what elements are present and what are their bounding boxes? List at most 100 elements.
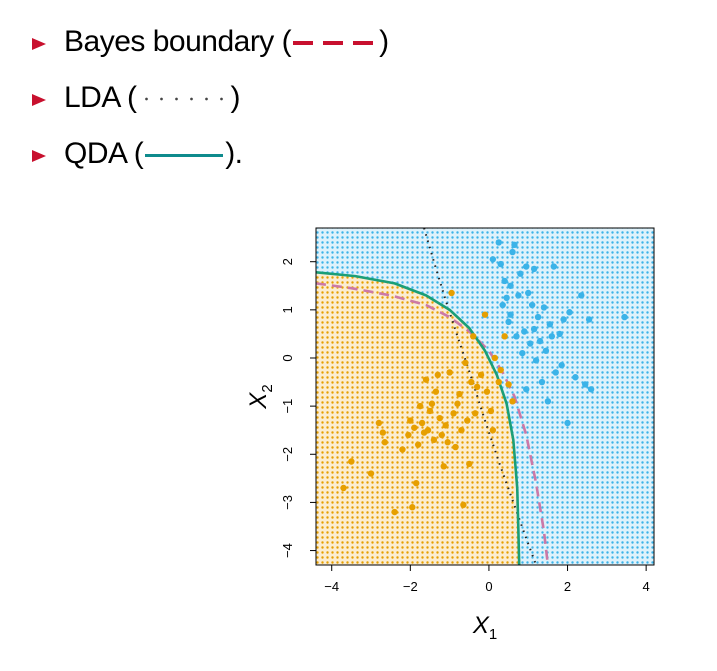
point-orange (348, 458, 355, 465)
y-tick-label: −4 (280, 543, 295, 558)
point-orange (464, 417, 471, 424)
point-blue (582, 381, 589, 388)
point-orange (416, 402, 424, 410)
point-orange (381, 439, 388, 446)
point-orange (413, 479, 420, 487)
legend-open: Bayes boundary ( (64, 25, 292, 58)
point-blue (587, 386, 595, 393)
point-blue (523, 386, 530, 393)
y-tick-label: −1 (280, 399, 295, 414)
bullet-icon (32, 94, 46, 106)
point-orange (462, 359, 469, 366)
point-orange (434, 371, 442, 379)
point-orange (460, 501, 467, 509)
point-orange (489, 427, 497, 434)
point-blue (578, 292, 585, 299)
point-orange (487, 407, 495, 415)
point-blue (507, 311, 514, 318)
x-tick-label: 2 (564, 579, 571, 594)
y-tick-label: −2 (280, 447, 295, 462)
point-orange (456, 390, 463, 398)
point-orange (483, 388, 491, 395)
point-blue (621, 313, 628, 321)
point-blue (548, 333, 556, 340)
point-blue (497, 260, 504, 268)
point-orange (407, 417, 414, 424)
y-axis-label: X2 (245, 384, 276, 409)
point-orange (418, 419, 426, 427)
point-blue (501, 277, 508, 285)
x-tick-label: −4 (324, 579, 339, 594)
point-orange (497, 366, 504, 374)
point-orange (442, 422, 449, 429)
point-orange (367, 470, 375, 477)
point-blue (530, 265, 538, 273)
dashed-line-icon (293, 41, 378, 46)
point-blue (558, 362, 565, 369)
point-orange (452, 443, 459, 451)
plot-frame (315, 227, 655, 566)
point-orange (501, 333, 508, 340)
point-blue (560, 316, 567, 323)
point-blue (552, 369, 559, 376)
x-axis-label-sub: 1 (489, 626, 497, 643)
point-orange (468, 378, 475, 386)
solid-line-icon (145, 153, 224, 157)
point-blue (507, 282, 514, 289)
point-blue (521, 328, 528, 335)
point-orange (509, 398, 516, 405)
point-orange (454, 400, 461, 407)
point-orange (432, 388, 440, 395)
point-orange (340, 484, 347, 492)
point-blue (572, 374, 579, 381)
point-orange (481, 311, 489, 318)
point-orange (446, 369, 453, 376)
point-blue (585, 316, 593, 323)
point-orange (470, 333, 477, 340)
x-axis-label-main: X (472, 612, 490, 639)
point-orange (414, 441, 422, 448)
legend-close: ) (230, 81, 241, 114)
point-blue (534, 313, 542, 321)
point-blue (530, 325, 538, 333)
point-orange (466, 460, 473, 468)
y-tick-label: 2 (280, 258, 295, 265)
point-blue (517, 270, 524, 277)
point-blue (515, 292, 522, 299)
lda-boundary-line (423, 228, 538, 565)
legend-open: QDA ( (64, 137, 144, 170)
x-tick-label: 0 (485, 579, 492, 594)
point-blue (526, 340, 534, 347)
y-tick-label: −3 (280, 495, 295, 510)
point-orange (440, 463, 447, 470)
point-orange (379, 429, 387, 436)
point-blue (550, 263, 557, 270)
x-axis-label: X1 (472, 612, 497, 643)
point-orange (409, 504, 416, 511)
point-orange (438, 431, 445, 439)
point-orange (411, 424, 418, 431)
point-blue (566, 309, 573, 316)
point-orange (436, 414, 444, 422)
legend-open: LDA ( (64, 81, 137, 114)
x-tick-label: 4 (643, 579, 650, 594)
legend-close: ). (225, 137, 243, 170)
point-blue (536, 337, 544, 345)
point-orange (458, 427, 465, 434)
point-blue (505, 318, 512, 326)
point-orange (505, 381, 512, 388)
point-blue (525, 289, 532, 297)
legend-close: ) (379, 25, 389, 58)
y-axis-label-main: X (245, 392, 272, 410)
point-blue (540, 304, 548, 311)
point-orange (422, 376, 430, 383)
point-orange (477, 371, 485, 379)
point-blue (509, 248, 516, 256)
point-orange (473, 383, 481, 391)
point-blue (532, 357, 540, 364)
point-orange (426, 407, 434, 415)
point-blue (489, 256, 497, 263)
qda-boundary-line (316, 270, 521, 565)
point-orange (424, 427, 432, 434)
